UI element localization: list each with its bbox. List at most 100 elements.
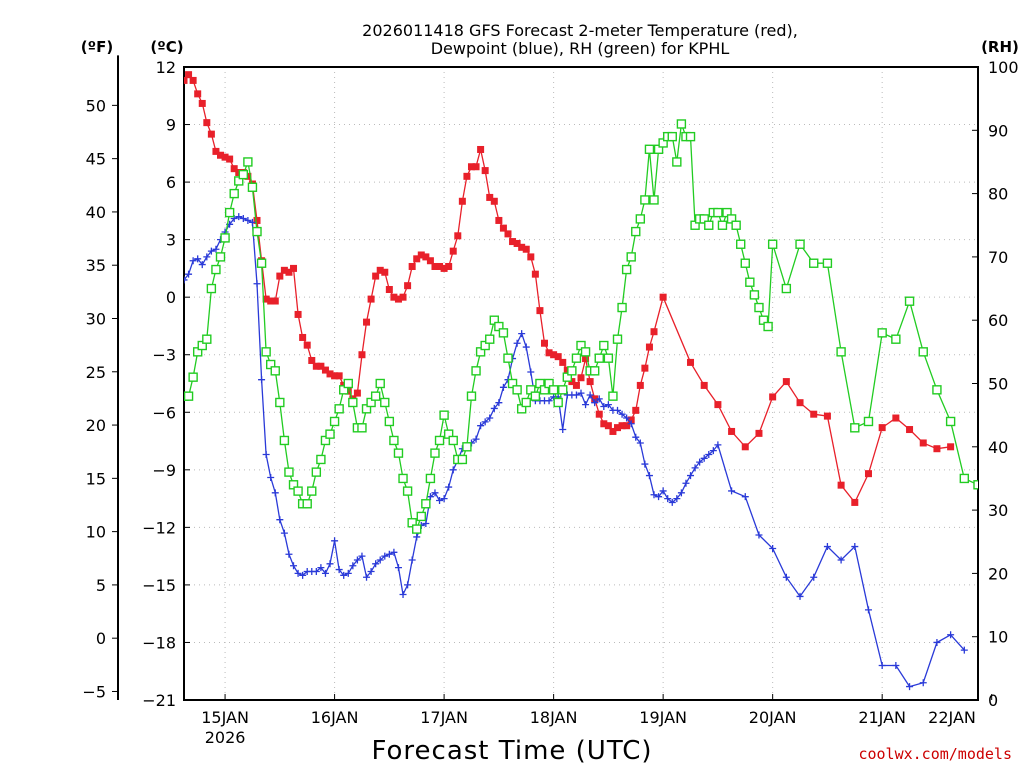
temperature-point [582, 355, 590, 363]
rh-point [553, 397, 563, 408]
unit-celsius-label: (ºC) [150, 38, 183, 56]
rh-point [676, 119, 687, 129]
dewpoint-point [449, 466, 457, 474]
rh-axis-tick-label: 80 [988, 185, 1008, 204]
dewpoint-point [271, 489, 279, 497]
dewpoint-point [280, 529, 288, 537]
dewpoint-point [614, 406, 622, 414]
temperature-point [280, 266, 288, 274]
dewpoint-point [837, 556, 845, 564]
temperature-point [577, 374, 585, 382]
dewpoint-point [431, 489, 439, 497]
dewpoint-point [709, 447, 717, 455]
rh-point [275, 397, 285, 408]
rh-point [402, 486, 413, 496]
x-axis-title: Forecast Time (UTC) [371, 736, 652, 766]
rh-point [498, 328, 509, 338]
dewpoint-point [184, 276, 188, 284]
dewpoint-point [344, 569, 352, 577]
x-axis-tick-label: 16JAN [311, 708, 359, 727]
temperature-point [614, 424, 622, 432]
temperature-point [919, 439, 927, 447]
c-axis-tick-label: −9 [152, 461, 176, 480]
rh-point [261, 347, 271, 357]
temperature-point [467, 163, 475, 171]
temperature-point [837, 481, 845, 489]
rh-point [749, 290, 760, 300]
f-axis-tick-label: 35 [86, 256, 106, 275]
temperature-point [184, 76, 188, 84]
temperature-point [445, 262, 453, 270]
dewpoint-point [194, 255, 202, 263]
dewpoint-point [404, 581, 412, 589]
temperature-point [609, 427, 617, 435]
dewpoint-point [755, 531, 763, 539]
dewpoint-point [299, 571, 307, 579]
dewpoint-point [682, 479, 690, 487]
dewpoint-point [203, 253, 211, 261]
dewpoint-point [641, 460, 649, 468]
temperature-point [481, 167, 489, 175]
dewpoint-point [290, 562, 298, 570]
rh-point [594, 353, 604, 363]
temperature-point [851, 498, 859, 506]
dewpoint-point [285, 550, 293, 558]
rh-point [631, 226, 641, 237]
rh-point [311, 467, 322, 477]
temperature-point [285, 268, 293, 276]
rh-point [850, 423, 860, 433]
temperature-point [627, 416, 635, 424]
dewpoint-point [399, 591, 407, 598]
f-axis-tick-label: −5 [82, 682, 106, 701]
rh-point [717, 220, 728, 230]
rh-point [211, 264, 221, 275]
f-axis-tick-label: 0 [96, 629, 106, 648]
temperature-point [604, 422, 612, 430]
rh-point [202, 334, 212, 344]
rh-point [567, 366, 577, 376]
temperature-point [372, 272, 380, 280]
temperature-point [185, 71, 193, 79]
temperature-point [198, 99, 206, 107]
dewpoint-point [878, 661, 886, 669]
dewpoint-point [353, 556, 361, 564]
rh-point [348, 397, 358, 408]
rh-point [973, 480, 978, 490]
f-axis-tick-label: 45 [86, 150, 106, 169]
temperature-point [399, 293, 407, 301]
dewpoint-point [627, 420, 635, 428]
rh-point [599, 340, 609, 351]
rh-axis-tick-label: 100 [988, 58, 1019, 77]
dewpoint-point [527, 368, 535, 376]
temperature-point [782, 378, 790, 386]
f-axis-tick-label: 5 [96, 576, 106, 595]
rh-point [580, 347, 591, 357]
dewpoint-point [559, 426, 567, 434]
rh-axis-tick-label: 50 [988, 375, 1008, 394]
dewpoint-point [490, 404, 498, 412]
dewpoint-point [700, 454, 708, 462]
rh-point [302, 499, 312, 509]
dewpoint-point [623, 414, 631, 422]
rh-point [904, 296, 915, 306]
temperature-point [477, 145, 485, 153]
dewpoint-point [655, 493, 663, 501]
dewpoint-point [317, 564, 325, 572]
rh-point [736, 239, 746, 249]
temperature-point [700, 381, 708, 389]
temperature-point [536, 307, 544, 315]
rh-point [238, 169, 249, 180]
dewpoint-line [184, 215, 965, 688]
rh-point [863, 416, 874, 427]
temperature-point [513, 239, 521, 247]
rh-point [252, 226, 262, 237]
temperature-point [687, 358, 695, 366]
rh-point [548, 385, 559, 395]
temperature-point [632, 406, 640, 414]
temperature-point [933, 445, 941, 453]
dewpoint-point [782, 573, 790, 581]
dewpoint-point [258, 376, 266, 384]
dewpoint-point [381, 552, 389, 560]
f-axis-tick-label: 40 [86, 203, 106, 222]
